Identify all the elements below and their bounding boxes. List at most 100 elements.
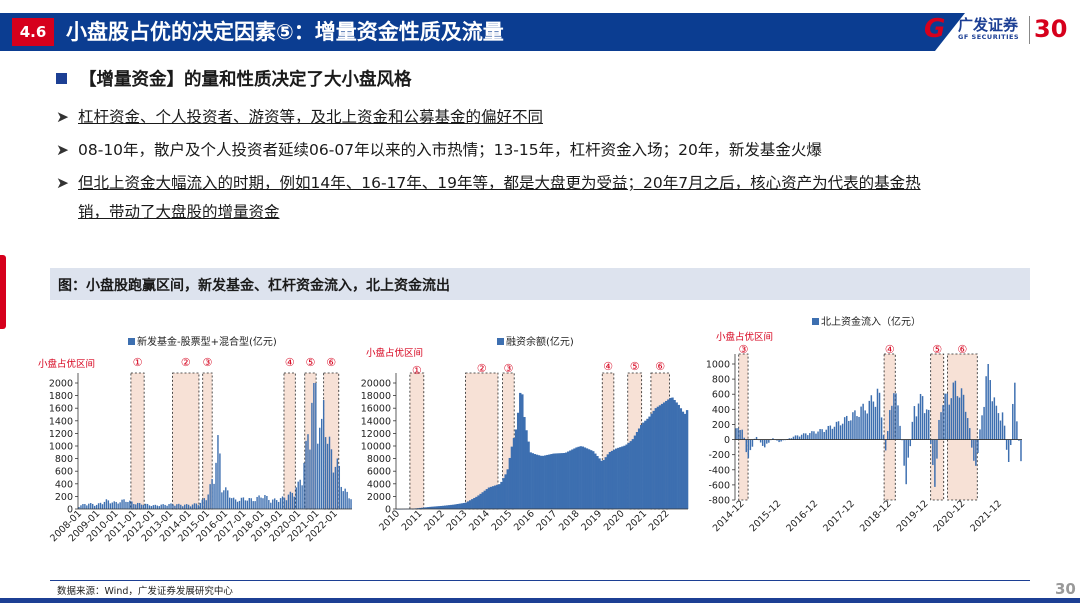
- data-bar: [846, 415, 848, 440]
- data-bar: [319, 427, 321, 509]
- data-bar: [460, 503, 464, 509]
- logo-cn: 广发证券: [958, 16, 1019, 34]
- bullet-item: ➤ 08-10年，散户及个人投资者延续06-07年以来的入市热情；13-15年，杠…: [56, 137, 822, 163]
- data-bar: [921, 396, 924, 440]
- data-bar: [552, 453, 555, 509]
- data-bar: [981, 415, 983, 440]
- data-bar: [182, 506, 184, 509]
- data-bar: [219, 453, 221, 509]
- data-bar: [144, 503, 147, 509]
- data-bar: [817, 431, 819, 440]
- data-bar: [324, 437, 327, 509]
- data-bar: [250, 498, 252, 509]
- page-number: 30: [1055, 580, 1076, 598]
- legend-label: 新发基金-股票型+混合型(亿元): [137, 335, 277, 348]
- region-label: ③: [203, 356, 213, 369]
- data-bar: [418, 507, 422, 509]
- data-bar: [277, 501, 280, 509]
- data-bar: [944, 393, 946, 440]
- data-bar: [519, 392, 522, 509]
- data-bar: [154, 504, 157, 509]
- data-bar: [450, 504, 453, 509]
- legend-swatch: [128, 338, 135, 345]
- data-bar: [510, 446, 514, 509]
- data-bar: [862, 403, 864, 440]
- data-bar: [452, 504, 455, 509]
- data-bar: [660, 403, 664, 509]
- highlight-region: [738, 353, 749, 501]
- data-bar: [535, 454, 539, 509]
- data-bar: [82, 504, 84, 509]
- data-bar: [997, 413, 1000, 440]
- data-bar: [287, 494, 290, 509]
- data-bar: [991, 401, 994, 440]
- data-bar: [683, 413, 687, 509]
- data-bar: [215, 462, 217, 509]
- data-bar: [827, 425, 830, 440]
- data-bar: [973, 439, 975, 461]
- data-source: 数据来源：Wind，广发证券发展研究中心: [57, 586, 233, 597]
- data-bar: [313, 383, 315, 509]
- data-bar: [494, 485, 497, 509]
- x-tick-label: 2016: [512, 508, 537, 533]
- data-bar: [448, 505, 451, 509]
- data-bar: [897, 405, 899, 440]
- data-bar: [525, 430, 528, 509]
- data-bar: [446, 505, 449, 509]
- data-bar: [606, 454, 610, 509]
- data-bar: [152, 505, 155, 509]
- data-bar: [621, 446, 624, 509]
- data-bar: [142, 505, 145, 509]
- data-bar: [456, 504, 459, 509]
- data-bar: [193, 503, 196, 509]
- data-bar: [199, 502, 202, 509]
- y-tick-label: 20000: [361, 379, 391, 390]
- data-bar: [166, 505, 168, 509]
- data-bar: [600, 460, 603, 509]
- region-label: ⑤: [932, 343, 942, 356]
- data-bar: [558, 453, 562, 509]
- data-bar: [466, 501, 470, 509]
- data-bar: [205, 500, 207, 509]
- x-tick-label: 2013: [445, 508, 470, 533]
- data-bar: [529, 452, 532, 509]
- y-tick-label: 2000: [367, 492, 391, 503]
- data-bar: [550, 454, 553, 509]
- data-bar: [919, 393, 922, 440]
- x-tick-label: 2019: [579, 508, 604, 533]
- data-bar: [654, 408, 658, 509]
- x-tick-label: 2022: [647, 508, 672, 533]
- data-bar: [964, 411, 967, 440]
- data-bar: [925, 409, 928, 440]
- data-bar: [135, 504, 137, 509]
- data-bar: [805, 433, 807, 440]
- data-bar: [160, 504, 162, 509]
- page-title: 小盘股占优的决定因素⑤：增量资金性质及流量: [66, 20, 504, 44]
- data-bar: [751, 439, 754, 447]
- data-bar: [217, 435, 219, 509]
- data-bar: [162, 504, 164, 509]
- data-bar: [798, 436, 801, 440]
- data-bar: [819, 429, 821, 440]
- data-bar: [105, 499, 108, 509]
- region-label: ②: [477, 362, 487, 375]
- data-bar: [899, 425, 901, 440]
- data-bar: [560, 453, 564, 509]
- data-bar: [610, 450, 614, 509]
- data-bar: [121, 499, 123, 509]
- region-label: ④: [285, 356, 295, 369]
- data-bar: [815, 433, 817, 440]
- data-bar: [829, 425, 832, 440]
- data-bar: [146, 503, 149, 509]
- data-bar: [794, 435, 797, 440]
- data-bar: [307, 434, 309, 509]
- data-bar: [598, 458, 601, 509]
- data-bar: [642, 422, 645, 509]
- anniversary-badge: 30: [1034, 15, 1068, 43]
- data-bar: [320, 418, 323, 509]
- data-bar: [180, 504, 182, 509]
- data-bar: [887, 430, 889, 440]
- data-bar: [554, 453, 557, 509]
- data-bar: [556, 453, 559, 509]
- data-bar: [928, 409, 930, 440]
